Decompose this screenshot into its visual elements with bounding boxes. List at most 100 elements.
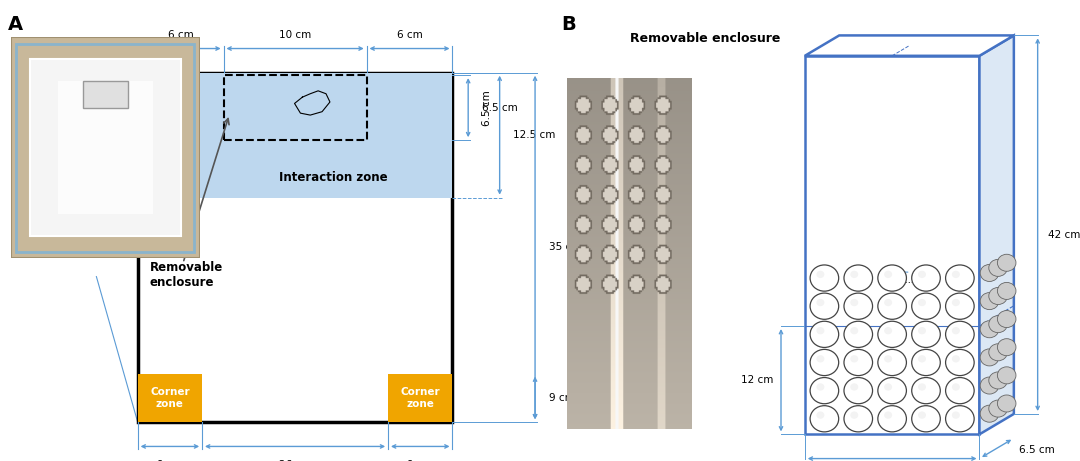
Circle shape [998, 254, 1016, 271]
Circle shape [843, 378, 873, 404]
Circle shape [816, 327, 824, 334]
Circle shape [918, 383, 926, 390]
Text: 9 cm: 9 cm [157, 460, 183, 461]
Circle shape [843, 265, 873, 291]
Circle shape [918, 327, 926, 334]
Circle shape [816, 383, 824, 390]
Circle shape [878, 293, 906, 319]
Circle shape [816, 355, 824, 362]
Text: 6 cm: 6 cm [396, 30, 422, 40]
Circle shape [843, 349, 873, 376]
Circle shape [912, 321, 941, 348]
Circle shape [850, 299, 859, 306]
Circle shape [981, 405, 999, 422]
Circle shape [878, 406, 906, 432]
Circle shape [946, 349, 974, 376]
Circle shape [951, 271, 960, 278]
Circle shape [878, 349, 906, 376]
Bar [805, 56, 980, 434]
Circle shape [918, 299, 926, 306]
Text: 26 cm: 26 cm [279, 460, 311, 461]
Circle shape [951, 299, 960, 306]
Bar [137, 374, 202, 422]
Text: 1.2 cm: 1.2 cm [901, 272, 936, 285]
Bar [224, 75, 366, 140]
Circle shape [989, 288, 1008, 305]
Circle shape [918, 271, 926, 278]
Circle shape [912, 406, 941, 432]
Circle shape [885, 271, 892, 278]
Circle shape [878, 378, 906, 404]
Circle shape [998, 283, 1016, 300]
Bar [137, 73, 453, 422]
Circle shape [843, 321, 873, 348]
Circle shape [946, 293, 974, 319]
Circle shape [885, 355, 892, 362]
Circle shape [885, 327, 892, 334]
Circle shape [810, 293, 839, 319]
Circle shape [989, 316, 1008, 333]
Circle shape [850, 412, 859, 419]
Circle shape [810, 265, 839, 291]
Text: Corner
zone: Corner zone [401, 387, 440, 409]
Circle shape [850, 271, 859, 278]
Circle shape [998, 367, 1016, 384]
Bar [30, 59, 181, 236]
Circle shape [918, 355, 926, 362]
Text: 6 cm: 6 cm [167, 30, 193, 40]
Circle shape [810, 321, 839, 348]
Text: 12.5 cm: 12.5 cm [513, 130, 556, 140]
Circle shape [989, 260, 1008, 277]
Circle shape [951, 327, 960, 334]
Text: 6.5 cm: 6.5 cm [1020, 445, 1055, 455]
Circle shape [878, 321, 906, 348]
Circle shape [951, 383, 960, 390]
Circle shape [843, 293, 873, 319]
Circle shape [885, 412, 892, 419]
Circle shape [810, 349, 839, 376]
Circle shape [998, 311, 1016, 328]
Circle shape [850, 383, 859, 390]
Circle shape [989, 372, 1008, 389]
Text: Corner
zone: Corner zone [150, 387, 190, 409]
Circle shape [946, 378, 974, 404]
Circle shape [912, 378, 941, 404]
Text: 9 cm: 9 cm [549, 393, 575, 403]
Circle shape [885, 299, 892, 306]
Text: Removable
enclosure: Removable enclosure [149, 261, 222, 290]
Circle shape [989, 344, 1008, 361]
Text: 10 cm: 10 cm [279, 30, 311, 40]
Circle shape [981, 265, 999, 282]
Circle shape [885, 383, 892, 390]
Circle shape [912, 293, 941, 319]
Text: A: A [8, 15, 23, 34]
Bar [58, 81, 152, 214]
Circle shape [951, 355, 960, 362]
Text: 9 cm: 9 cm [407, 460, 433, 461]
Circle shape [998, 395, 1016, 412]
Circle shape [810, 378, 839, 404]
Circle shape [850, 327, 859, 334]
Circle shape [816, 271, 824, 278]
Text: B: B [562, 15, 576, 34]
Circle shape [981, 377, 999, 394]
Text: 12 cm: 12 cm [741, 375, 773, 385]
Circle shape [951, 412, 960, 419]
Polygon shape [805, 35, 1014, 56]
Circle shape [946, 265, 974, 291]
Circle shape [946, 406, 974, 432]
Text: Removable enclosure: Removable enclosure [631, 31, 781, 45]
Text: Interaction zone: Interaction zone [279, 171, 387, 184]
Circle shape [816, 412, 824, 419]
Bar [388, 374, 453, 422]
Circle shape [912, 265, 941, 291]
Text: 6.5 cm: 6.5 cm [482, 103, 517, 112]
Bar [137, 73, 453, 198]
Circle shape [989, 400, 1008, 417]
Circle shape [816, 299, 824, 306]
Circle shape [912, 349, 941, 376]
Circle shape [981, 349, 999, 366]
Circle shape [946, 321, 974, 348]
Polygon shape [980, 35, 1014, 434]
Circle shape [843, 406, 873, 432]
